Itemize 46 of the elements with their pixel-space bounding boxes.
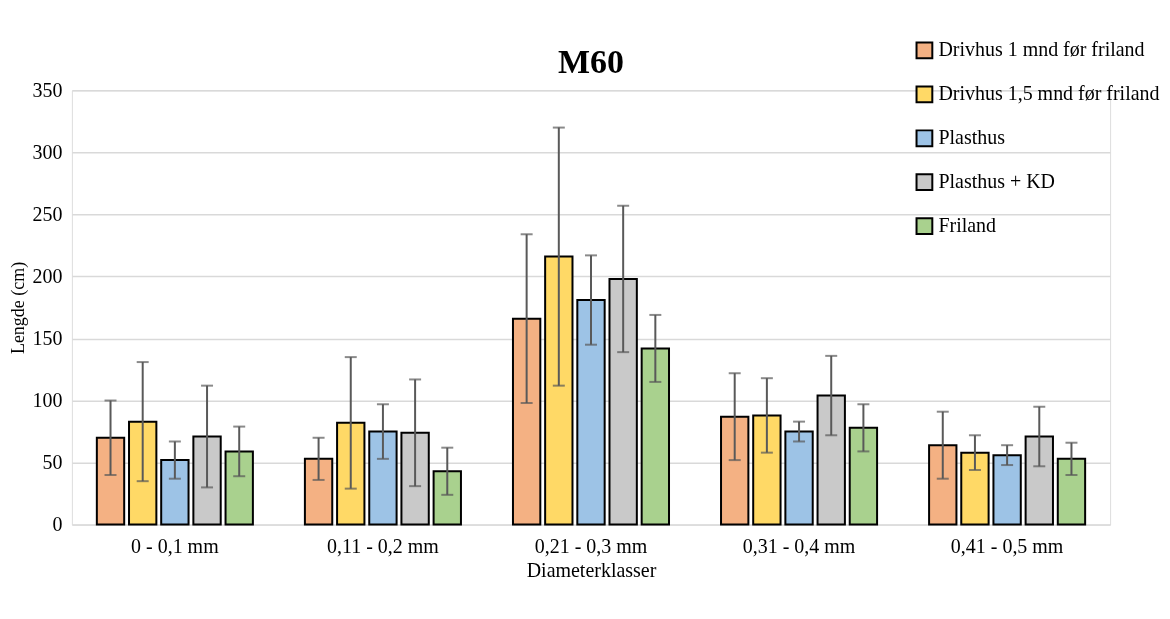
x-tick-label: 0,11 - 0,2 mm	[327, 535, 440, 558]
y-tick-label: 100	[32, 389, 63, 412]
y-axis-title: Lengde (cm)	[8, 261, 30, 355]
bar	[816, 394, 846, 526]
bar	[95, 436, 126, 526]
bar	[784, 430, 814, 526]
bar	[992, 454, 1022, 526]
y-tick-label: 150	[32, 326, 63, 349]
bar	[960, 451, 990, 526]
legend-label: Drivhus 1 mnd før friland	[938, 38, 1145, 61]
bar	[1056, 457, 1087, 526]
x-tick-label: 0,31 - 0,4 mm	[742, 535, 856, 558]
legend-label: Plasthus + KD	[938, 170, 1055, 193]
bar	[608, 277, 638, 526]
chart-title: M60	[558, 43, 624, 81]
x-axis-title: Diameterklasser	[526, 559, 657, 582]
bar	[336, 421, 366, 526]
bar	[160, 459, 190, 526]
y-tick-label: 350	[32, 78, 63, 101]
bar	[128, 420, 158, 526]
bar	[192, 435, 222, 526]
y-tick-label: 250	[32, 202, 63, 225]
legend-label: Plasthus	[938, 126, 1006, 149]
bar	[303, 457, 334, 526]
bar	[576, 299, 606, 526]
bar	[752, 414, 782, 526]
x-tick-label: 0 - 0,1 mm	[131, 535, 220, 558]
x-tick-label: 0,41 - 0,5 mm	[950, 535, 1064, 558]
y-tick-label: 300	[32, 140, 63, 163]
x-tick-label: 0,21 - 0,3 mm	[534, 535, 648, 558]
bar	[640, 347, 671, 526]
bar	[720, 415, 750, 526]
bar	[400, 431, 430, 526]
y-tick-label: 50	[42, 451, 63, 474]
legend-label: Friland	[938, 214, 997, 237]
bar	[848, 426, 879, 526]
y-tick-label: 0	[52, 513, 63, 536]
bar	[432, 470, 462, 526]
legend-label: Drivhus 1,5 mnd før friland	[938, 82, 1160, 105]
bar	[544, 255, 574, 526]
y-tick-label: 200	[32, 264, 63, 287]
bar	[928, 444, 958, 526]
bar	[511, 317, 542, 526]
bar	[224, 450, 254, 526]
bar	[368, 430, 398, 526]
bar	[1024, 435, 1054, 526]
